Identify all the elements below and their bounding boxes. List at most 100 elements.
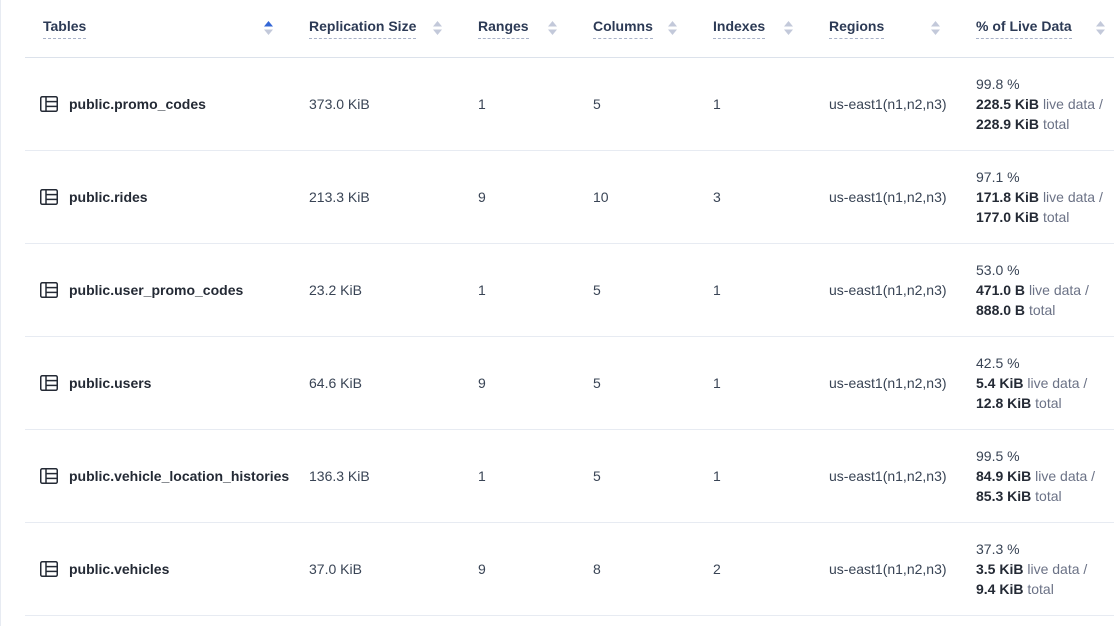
- sort-icon[interactable]: [421, 21, 442, 36]
- ranges-cell: 1: [478, 429, 593, 523]
- live-size-line: 5.4 KiB live data /: [976, 373, 1114, 393]
- sort-icon[interactable]: [656, 21, 677, 36]
- indexes-cell: 3: [713, 150, 829, 244]
- live-percent: 99.5 %: [976, 447, 1020, 464]
- total-size-suffix: total: [1042, 208, 1070, 225]
- live-percent: 97.1 %: [976, 168, 1020, 185]
- column-header[interactable]: % of Live Data: [976, 0, 1114, 58]
- live-size-value: 3.5 KiB: [976, 560, 1024, 577]
- live-data-cell: 99.8 % 228.5 KiB live data / 228.9 KiB t…: [976, 57, 1114, 151]
- tables-grid: Tables Replication Size Ranges: [25, 0, 1114, 616]
- total-size-line: 85.3 KiB total: [976, 486, 1114, 506]
- ranges-cell: 1: [478, 57, 593, 151]
- table-row: public.users 64.6 KiB 9 5 1 us-east1(n1,…: [25, 336, 1114, 430]
- table-name-cell: public.rides: [25, 150, 309, 244]
- columns-cell: 8: [593, 522, 713, 616]
- table-icon: [39, 466, 59, 486]
- table-icon: [39, 373, 59, 393]
- table-row: public.vehicle_location_histories 136.3 …: [25, 429, 1114, 523]
- ranges-cell: 9: [478, 522, 593, 616]
- sort-icon[interactable]: [1084, 21, 1105, 36]
- live-size-suffix: live data /: [1035, 467, 1096, 484]
- live-percent: 42.5 %: [976, 354, 1020, 371]
- total-size-line: 888.0 B total: [976, 300, 1114, 320]
- indexes-cell: 1: [713, 57, 829, 151]
- column-header-label: % of Live Data: [976, 18, 1072, 39]
- live-percent: 37.3 %: [976, 540, 1020, 557]
- live-size-suffix: live data /: [1042, 95, 1103, 112]
- table-name-cell: public.users: [25, 336, 309, 430]
- column-header[interactable]: Tables: [25, 0, 309, 58]
- table-name-link[interactable]: public.vehicle_location_histories: [69, 467, 290, 484]
- ranges-cell: 9: [478, 150, 593, 244]
- ranges-cell: 1: [478, 243, 593, 337]
- total-size-value: 85.3 KiB: [976, 487, 1032, 504]
- columns-cell: 5: [593, 429, 713, 523]
- sort-icon[interactable]: [536, 21, 557, 36]
- sort-icon[interactable]: [772, 21, 793, 36]
- column-header[interactable]: Columns: [593, 0, 713, 58]
- live-data-cell: 53.0 % 471.0 B live data / 888.0 B total: [976, 243, 1114, 337]
- table-row: public.rides 213.3 KiB 9 10 3 us-east1(n…: [25, 150, 1114, 244]
- indexes-cell: 1: [713, 429, 829, 523]
- live-size-value: 471.0 B: [976, 281, 1026, 298]
- live-size-value: 84.9 KiB: [976, 467, 1032, 484]
- table-name-link[interactable]: public.vehicles: [69, 560, 170, 577]
- columns-cell: 10: [593, 150, 713, 244]
- total-size-suffix: total: [1035, 394, 1062, 411]
- total-size-line: 177.0 KiB total: [976, 207, 1114, 227]
- live-size-line: 171.8 KiB live data /: [976, 187, 1114, 207]
- live-size-suffix: live data /: [1042, 188, 1103, 205]
- replication-size-cell: 373.0 KiB: [309, 57, 478, 151]
- replication-size-cell: 213.3 KiB: [309, 150, 478, 244]
- table-name-link[interactable]: public.user_promo_codes: [69, 281, 244, 298]
- live-size-value: 5.4 KiB: [976, 374, 1024, 391]
- table-icon: [39, 559, 59, 579]
- columns-cell: 5: [593, 243, 713, 337]
- live-size-value: 228.5 KiB: [976, 95, 1040, 112]
- table-name-cell: public.user_promo_codes: [25, 243, 309, 337]
- table-row: public.vehicles 37.0 KiB 9 8 2 us-east1(…: [25, 522, 1114, 616]
- table-name-link[interactable]: public.rides: [69, 188, 148, 205]
- total-size-suffix: total: [1027, 580, 1054, 597]
- indexes-cell: 1: [713, 336, 829, 430]
- ranges-cell: 9: [478, 336, 593, 430]
- table-name-link[interactable]: public.promo_codes: [69, 95, 206, 112]
- total-size-value: 228.9 KiB: [976, 115, 1040, 132]
- column-header-label: Replication Size: [309, 18, 417, 39]
- regions-cell: us-east1(n1,n2,n3): [829, 243, 976, 337]
- total-size-value: 9.4 KiB: [976, 580, 1024, 597]
- live-size-line: 228.5 KiB live data /: [976, 94, 1114, 114]
- column-header[interactable]: Indexes: [713, 0, 829, 58]
- live-data-cell: 97.1 % 171.8 KiB live data / 177.0 KiB t…: [976, 150, 1114, 244]
- live-percent: 53.0 %: [976, 261, 1020, 278]
- regions-cell: us-east1(n1,n2,n3): [829, 522, 976, 616]
- regions-cell: us-east1(n1,n2,n3): [829, 150, 976, 244]
- live-size-line: 84.9 KiB live data /: [976, 466, 1114, 486]
- column-header-label: Columns: [593, 18, 653, 39]
- table-name-cell: public.vehicle_location_histories: [25, 429, 309, 523]
- columns-cell: 5: [593, 57, 713, 151]
- sort-icon[interactable]: [252, 21, 273, 36]
- live-size-suffix: live data /: [1027, 374, 1088, 391]
- column-header-label: Ranges: [478, 18, 529, 39]
- table-header-row: Tables Replication Size Ranges: [25, 0, 1114, 58]
- live-data-cell: 99.5 % 84.9 KiB live data / 85.3 KiB tot…: [976, 429, 1114, 523]
- total-size-line: 12.8 KiB total: [976, 393, 1114, 413]
- table-name-link[interactable]: public.users: [69, 374, 152, 391]
- live-size-line: 471.0 B live data /: [976, 280, 1114, 300]
- column-header-label: Indexes: [713, 18, 766, 39]
- column-header-label: Regions: [829, 18, 885, 39]
- regions-cell: us-east1(n1,n2,n3): [829, 429, 976, 523]
- column-header[interactable]: Ranges: [478, 0, 593, 58]
- live-data-cell: 42.5 % 5.4 KiB live data / 12.8 KiB tota…: [976, 336, 1114, 430]
- total-size-value: 177.0 KiB: [976, 208, 1040, 225]
- total-size-value: 12.8 KiB: [976, 394, 1032, 411]
- column-header[interactable]: Regions: [829, 0, 976, 58]
- total-size-line: 228.9 KiB total: [976, 114, 1114, 134]
- sort-icon[interactable]: [919, 21, 940, 36]
- column-header[interactable]: Replication Size: [309, 0, 478, 58]
- table-icon: [39, 280, 59, 300]
